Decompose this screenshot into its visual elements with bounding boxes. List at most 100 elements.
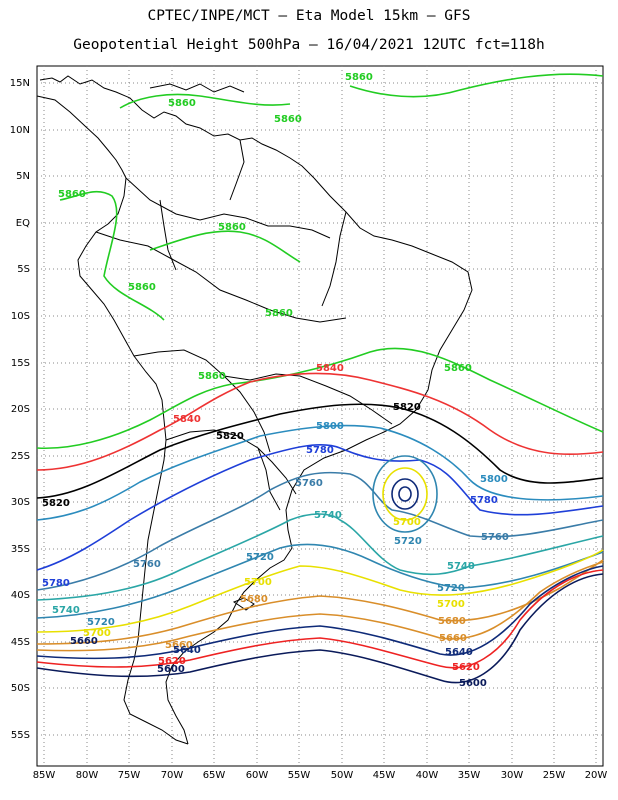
contour-5860-caribbean xyxy=(349,73,604,98)
map-title-line2: Geopotential Height 500hPa – 16/04/2021 … xyxy=(73,37,545,53)
map-frame xyxy=(36,65,604,767)
contour-label-5800: 5800 xyxy=(316,421,344,432)
latitude-labels: 15N 10N 5N EQ 5S 10S 15S 20S 25S 30S 35S… xyxy=(10,78,30,741)
contour-label-5740: 5740 xyxy=(52,605,80,616)
contour-label-5860: 5860 xyxy=(444,363,472,374)
contour-label-5860: 5860 xyxy=(128,282,156,293)
border-uruguay xyxy=(257,447,281,511)
contour-label-5860: 5860 xyxy=(345,72,373,83)
contour-5740 xyxy=(36,513,604,601)
lat-label: 45S xyxy=(11,637,30,648)
graticule xyxy=(37,66,603,766)
contour-label-5660: 5660 xyxy=(165,640,193,651)
central-america-coast xyxy=(36,95,127,179)
contour-5780 xyxy=(36,443,604,571)
contour-label-5820: 5820 xyxy=(393,402,421,413)
contour-label-5680: 5680 xyxy=(240,594,268,605)
contour-5620 xyxy=(36,569,604,669)
lon-label: 75W xyxy=(118,770,141,781)
caribbean-coast xyxy=(39,75,315,179)
lon-label: 85W xyxy=(33,770,56,781)
contour-label-5660: 5660 xyxy=(70,636,98,647)
lat-label: 10N xyxy=(10,125,30,136)
lat-label: 15S xyxy=(11,358,30,369)
contour-label-5620: 5620 xyxy=(452,662,480,673)
contour-5660 xyxy=(36,561,604,652)
contour-label-5820: 5820 xyxy=(42,498,70,509)
low-ring-5700 xyxy=(382,467,428,521)
contour-label-5860: 5860 xyxy=(58,189,86,200)
contour-5860-south xyxy=(36,347,604,450)
contour-label-5840: 5840 xyxy=(173,414,201,425)
contour-5820 xyxy=(36,403,604,499)
lon-label: 35W xyxy=(458,770,481,781)
longitude-labels: 85W 80W 75W 70W 65W 60W 55W 50W 45W 40W … xyxy=(33,770,608,781)
lon-label: 30W xyxy=(501,770,524,781)
map-title-line1: CPTEC/INPE/MCT – Eta Model 15km – GFS xyxy=(147,8,471,24)
contour-label-5660: 5660 xyxy=(439,633,467,644)
south-america-west-coast xyxy=(77,177,189,745)
contour-label-5640: 5640 xyxy=(445,647,473,658)
coastlines xyxy=(36,75,473,745)
lon-label: 25W xyxy=(543,770,566,781)
lat-label: 40S xyxy=(11,590,30,601)
contour-label-5600: 5600 xyxy=(459,678,487,689)
contour-label-5640: 5640 xyxy=(173,645,201,656)
lat-label: 30S xyxy=(11,497,30,508)
lon-label: 20W xyxy=(585,770,608,781)
contour-labels: 5860 5860 5860 5860 5860 5860 5860 5860 … xyxy=(42,72,509,689)
caribbean-islands xyxy=(149,83,245,93)
contour-label-5720: 5720 xyxy=(437,583,465,594)
lon-label: 60W xyxy=(246,770,269,781)
lon-label: 55W xyxy=(288,770,311,781)
lat-label: 25S xyxy=(11,451,30,462)
border-paraguay-brazil xyxy=(223,373,393,425)
contour-label-5780: 5780 xyxy=(42,578,70,589)
contour-label-5600: 5600 xyxy=(157,664,185,675)
contour-label-5800: 5800 xyxy=(480,474,508,485)
geopotential-contours xyxy=(36,73,604,684)
contour-label-5700: 5700 xyxy=(393,517,421,528)
contour-label-5720: 5720 xyxy=(87,617,115,628)
south-america-east-coast xyxy=(165,177,473,745)
lon-label: 65W xyxy=(203,770,226,781)
lon-label: 50W xyxy=(331,770,354,781)
contour-5860-north xyxy=(119,93,291,109)
contour-5860-north-west xyxy=(59,191,165,321)
border-venezuela xyxy=(229,139,245,201)
contour-label-5860: 5860 xyxy=(265,308,293,319)
contour-label-5760: 5760 xyxy=(481,532,509,543)
contour-label-5760: 5760 xyxy=(133,559,161,570)
border-colombia xyxy=(159,199,177,271)
contour-5640 xyxy=(36,565,604,660)
lat-label: EQ xyxy=(16,218,30,229)
contour-label-5820: 5820 xyxy=(216,431,244,442)
lon-label: 45W xyxy=(373,770,396,781)
border-argentina-north xyxy=(165,429,297,495)
contour-label-5700: 5700 xyxy=(83,628,111,639)
contour-5700 xyxy=(36,549,604,633)
lat-label: 5N xyxy=(16,171,30,182)
contour-label-5780: 5780 xyxy=(470,495,498,506)
contour-label-5740: 5740 xyxy=(447,561,475,572)
border-guiana xyxy=(321,211,347,307)
contour-5760 xyxy=(36,471,604,591)
falklands xyxy=(232,597,255,611)
lat-label: 10S xyxy=(11,311,30,322)
lat-label: 35S xyxy=(11,544,30,555)
lon-label: 40W xyxy=(416,770,439,781)
contour-label-5860: 5860 xyxy=(218,222,246,233)
border-amazon xyxy=(95,231,347,323)
contour-5860-amazon xyxy=(149,230,301,263)
border-north xyxy=(125,177,331,239)
low-ring-5720 xyxy=(372,455,438,533)
contour-label-5680: 5680 xyxy=(438,616,466,627)
contour-label-5860: 5860 xyxy=(274,114,302,125)
contour-label-5620: 5620 xyxy=(158,656,186,667)
contour-label-5860: 5860 xyxy=(168,98,196,109)
contour-5600 xyxy=(36,573,604,684)
contour-label-5700: 5700 xyxy=(437,599,465,610)
low-ring-5660 xyxy=(398,486,412,502)
contour-5800 xyxy=(36,424,604,521)
